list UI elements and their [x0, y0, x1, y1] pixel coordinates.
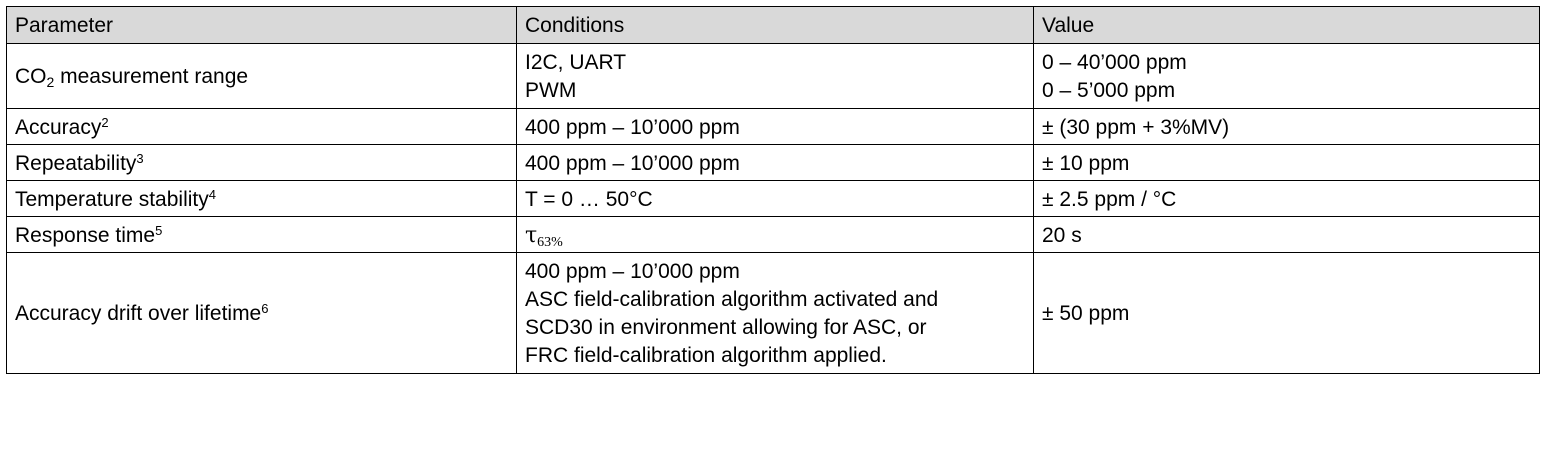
footnote-marker: 3: [136, 150, 144, 166]
value-line: ± (30 ppm + 3%MV): [1042, 115, 1230, 139]
conditions-cell: 400 ppm – 10’000 ppm ASC field-calibrati…: [516, 252, 1034, 374]
header-value: Value: [1033, 6, 1540, 44]
conditions-cell: I2C, UART PWM: [516, 43, 1034, 109]
parameter-name: Accuracy: [15, 115, 102, 139]
parameter-name: Response time: [15, 223, 156, 247]
conditions-cell: 400 ppm – 10’000 ppm: [516, 144, 1034, 181]
value-line: ± 50 ppm: [1042, 302, 1130, 325]
parameter-name: Temperature stability: [15, 187, 209, 211]
value-line: 20 s: [1042, 223, 1082, 247]
value-line: 0 – 5’000 ppm: [1042, 79, 1176, 102]
value-line: ± 10 ppm: [1042, 151, 1130, 175]
value-cell: ± 10 ppm: [1033, 144, 1540, 181]
table-header: Parameter Conditions Value: [6, 6, 1540, 44]
condition-line: ASC field-calibration algorithm activate…: [525, 288, 939, 311]
condition-line: PWM: [525, 79, 577, 102]
value-cell: ± 2.5 ppm / °C: [1033, 180, 1540, 217]
footnote-marker: 4: [208, 186, 216, 202]
condition-line: 400 ppm – 10’000 ppm: [525, 115, 740, 139]
tau-subscript: 63%: [537, 234, 563, 250]
condition-line: 400 ppm – 10’000 ppm: [525, 151, 740, 175]
table-row: Accuracy drift over lifetime6 400 ppm – …: [6, 252, 1540, 374]
condition-line: FRC field-calibration algorithm applied.: [525, 344, 887, 367]
value-cell: 20 s: [1033, 216, 1540, 253]
value-line: 0 – 40’000 ppm: [1042, 51, 1187, 74]
subscript: 2: [46, 74, 55, 90]
parameter-cell: Repeatability3: [6, 144, 517, 181]
table-row: CO2 measurement range I2C, UART PWM 0 – …: [6, 43, 1540, 109]
value-cell: ± (30 ppm + 3%MV): [1033, 108, 1540, 145]
condition-line: T = 0 … 50°C: [525, 187, 653, 211]
table-body: CO2 measurement range I2C, UART PWM 0 – …: [6, 43, 1540, 374]
table-row: Repeatability3 400 ppm – 10’000 ppm ± 10…: [6, 144, 1540, 181]
parameter-name: Repeatability: [15, 151, 137, 175]
parameter-cell: Accuracy2: [6, 108, 517, 145]
value-cell: 0 – 40’000 ppm 0 – 5’000 ppm: [1033, 43, 1540, 109]
header-conditions: Conditions: [516, 6, 1034, 44]
condition-line: I2C, UART: [525, 51, 627, 74]
parameter-name: Accuracy drift over lifetime: [15, 302, 262, 325]
header-parameter: Parameter: [6, 6, 517, 44]
table-row: Response time5 τ63% 20 s: [6, 216, 1540, 253]
condition-line: 400 ppm – 10’000 ppm: [525, 260, 740, 283]
value-cell: ± 50 ppm: [1033, 252, 1540, 374]
condition-line: SCD30 in environment allowing for ASC, o…: [525, 316, 927, 339]
tau-symbol: τ: [525, 222, 538, 248]
parameter-cell: Temperature stability4: [6, 180, 517, 217]
parameter-cell: Accuracy drift over lifetime6: [6, 252, 517, 374]
footnote-marker: 2: [101, 114, 109, 130]
conditions-cell: 400 ppm – 10’000 ppm: [516, 108, 1034, 145]
spec-table: Parameter Conditions Value CO2 measureme…: [6, 6, 1540, 374]
footnote-marker: 6: [261, 301, 269, 316]
parameter-cell: CO2 measurement range: [6, 43, 517, 109]
value-line: ± 2.5 ppm / °C: [1042, 187, 1177, 211]
parameter-name-rest: measurement range: [54, 65, 249, 88]
conditions-cell: T = 0 … 50°C: [516, 180, 1034, 217]
table-row: Accuracy2 400 ppm – 10’000 ppm ± (30 ppm…: [6, 108, 1540, 145]
header-row: Parameter Conditions Value: [6, 6, 1540, 44]
table-row: Temperature stability4 T = 0 … 50°C ± 2.…: [6, 180, 1540, 217]
parameter-cell: Response time5: [6, 216, 517, 253]
footnote-marker: 5: [155, 222, 163, 238]
conditions-cell: τ63%: [516, 216, 1034, 253]
parameter-name: CO: [15, 65, 47, 88]
